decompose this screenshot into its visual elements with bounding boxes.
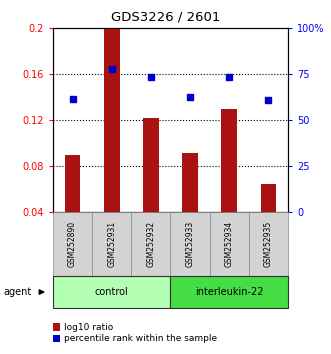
Bar [143, 118, 159, 212]
Bar [182, 153, 198, 212]
Text: agent: agent [3, 287, 31, 297]
Bar [221, 109, 237, 212]
Bar [260, 184, 276, 212]
Text: GDS3226 / 2601: GDS3226 / 2601 [111, 11, 220, 24]
Text: percentile rank within the sample: percentile rank within the sample [64, 334, 217, 343]
Text: log10 ratio: log10 ratio [64, 322, 113, 332]
Text: GSM252933: GSM252933 [186, 221, 195, 267]
Text: GSM252931: GSM252931 [107, 221, 116, 267]
Text: control: control [95, 287, 128, 297]
Text: GSM252932: GSM252932 [146, 221, 155, 267]
Text: GSM252934: GSM252934 [225, 221, 234, 267]
Bar [104, 27, 119, 212]
Text: GSM252935: GSM252935 [264, 221, 273, 267]
Text: interleukin-22: interleukin-22 [195, 287, 263, 297]
Bar [65, 155, 80, 212]
Text: GSM252890: GSM252890 [68, 221, 77, 267]
